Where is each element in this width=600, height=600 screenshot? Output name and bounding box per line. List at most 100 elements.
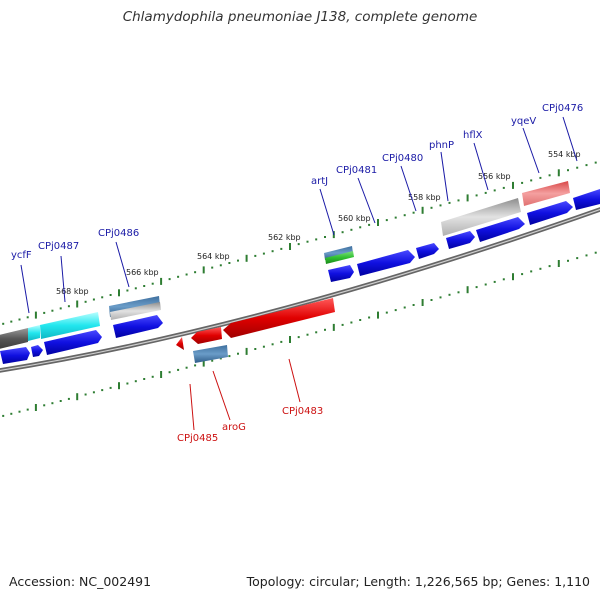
minor-tick	[412, 304, 415, 306]
major-tick	[245, 347, 248, 355]
major-tick	[76, 393, 79, 401]
major-tick	[512, 181, 514, 189]
minor-tick	[341, 323, 344, 326]
minor-tick	[2, 414, 5, 417]
minor-tick	[51, 402, 54, 405]
minor-tick	[457, 199, 460, 202]
reverse-genes	[176, 298, 335, 363]
minor-tick	[177, 368, 180, 371]
minor-tick	[10, 320, 13, 323]
kbp-labels: 568 kbp 566 kbp 564 kbp 562 kbp 560 kbp …	[56, 150, 581, 296]
minor-tick	[521, 181, 524, 184]
minor-tick	[126, 382, 129, 385]
minor-tick	[576, 166, 579, 169]
forward-leader-lines	[20, 116, 578, 314]
minor-tick	[26, 316, 29, 319]
minor-tick	[43, 311, 46, 314]
gene-label-CPj0476: CPj0476	[542, 103, 583, 114]
gene-label-artJ: artJ	[311, 176, 328, 187]
gene-arrow	[223, 298, 335, 338]
minor-tick	[67, 397, 70, 400]
minor-tick	[368, 316, 371, 319]
minor-tick	[185, 273, 188, 276]
minor-tick	[26, 408, 29, 411]
feature-box	[28, 325, 40, 341]
minor-tick	[306, 333, 309, 336]
minor-tick	[324, 236, 326, 238]
minor-tick	[403, 214, 406, 217]
feature-box	[522, 181, 570, 206]
minor-tick	[385, 219, 388, 222]
gene-arrow	[31, 345, 43, 357]
major-tick	[377, 219, 379, 226]
minor-tick	[2, 322, 5, 325]
kbp-label: 560 kbp	[338, 214, 371, 223]
minor-tick	[403, 306, 406, 309]
minor-tick	[567, 169, 569, 172]
minor-tick	[109, 386, 112, 389]
major-tick	[466, 286, 469, 294]
feature-box	[193, 345, 228, 363]
minor-tick	[185, 366, 188, 369]
map-title: Chlamydophila pneumoniae J138, complete …	[122, 9, 478, 25]
minor-tick	[297, 336, 300, 339]
minor-tick	[18, 318, 21, 321]
minor-tick	[594, 251, 597, 254]
minor-tick	[134, 287, 137, 290]
kbp-label: 568 kbp	[56, 287, 89, 296]
gene-label-CPj0480: CPj0480	[382, 153, 423, 164]
gene-arrow	[176, 337, 184, 350]
minor-tick	[521, 273, 524, 276]
gene-arrow	[191, 327, 222, 344]
minor-tick	[350, 228, 353, 231]
minor-tick	[594, 161, 597, 164]
major-tick	[332, 323, 335, 331]
minor-tick	[271, 250, 274, 253]
kbp-label: 562 kbp	[268, 233, 301, 242]
minor-tick	[280, 247, 283, 250]
minor-tick	[457, 291, 460, 294]
minor-tick	[211, 359, 214, 362]
minor-tick	[237, 352, 239, 355]
minor-tick	[18, 410, 21, 413]
minor-tick	[109, 294, 112, 296]
major-tick	[76, 300, 79, 308]
kbp-label: 564 kbp	[197, 252, 230, 261]
major-tick	[377, 311, 379, 319]
major-tick	[34, 404, 37, 411]
minor-tick	[262, 345, 265, 348]
minor-tick	[493, 189, 496, 192]
minor-tick	[101, 296, 104, 299]
minor-tick	[219, 357, 222, 360]
gene-arrow	[328, 265, 354, 282]
major-tick	[202, 266, 205, 274]
minor-tick	[306, 240, 309, 243]
minor-tick	[548, 265, 551, 268]
minor-tick	[92, 391, 95, 394]
minor-tick	[341, 231, 344, 234]
minor-tick	[350, 321, 353, 324]
minor-tick	[475, 194, 478, 197]
minor-tick	[368, 223, 371, 226]
gene-label-CPj0485: CPj0485	[177, 433, 218, 444]
minor-tick	[576, 257, 579, 260]
feature-box	[40, 312, 100, 339]
minor-tick	[280, 340, 283, 343]
minor-tick	[539, 176, 542, 179]
minor-tick	[254, 348, 257, 350]
minor-tick	[448, 293, 451, 296]
minor-tick	[484, 283, 487, 286]
minor-tick	[502, 186, 505, 189]
major-tick	[245, 254, 248, 262]
minor-tick	[134, 380, 137, 383]
minor-tick	[254, 254, 257, 257]
minor-tick	[211, 266, 214, 269]
minor-tick	[143, 285, 146, 287]
minor-tick	[219, 264, 222, 267]
minor-tick	[237, 259, 239, 262]
major-tick	[202, 359, 205, 367]
kbp-label: 554 kbp	[548, 150, 581, 159]
gene-label-yqeV: yqeV	[511, 116, 536, 127]
forward-gene-labels: ycfF CPj0487 CPj0486 artJ CPj0481 CPj048…	[11, 103, 583, 261]
genome-stats-text: Topology: circular; Length: 1,226,565 bp…	[246, 574, 590, 589]
